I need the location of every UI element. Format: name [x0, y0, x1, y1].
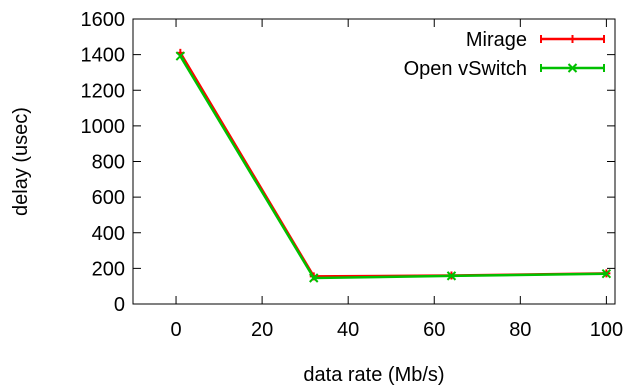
point-marker	[567, 63, 578, 73]
legend: Mirage Open vSwitch	[404, 29, 605, 80]
legend-label: Open vSwitch	[404, 58, 527, 80]
x-tick-label: 80	[509, 319, 531, 341]
legend-item: Mirage	[466, 29, 605, 51]
y-axis-label: delay (usec)	[10, 107, 32, 216]
plot-frame	[132, 18, 616, 305]
series-lines	[175, 48, 612, 283]
y-tick-label: 0	[114, 294, 125, 316]
series-mirage	[176, 48, 611, 281]
x-tick-label: 100	[590, 319, 623, 341]
y-tick-label: 1400	[81, 45, 126, 67]
axes	[132, 18, 616, 305]
x-tick-label: 0	[170, 319, 181, 341]
point-marker	[175, 51, 186, 61]
y-tick-label: 1200	[81, 80, 126, 102]
point-marker	[601, 269, 612, 279]
legend-item: Open vSwitch	[404, 58, 605, 80]
y-tick-label: 200	[92, 258, 125, 280]
x-tick-label: 20	[251, 319, 273, 341]
point-marker	[309, 273, 319, 283]
series-open-vswitch	[175, 51, 612, 283]
legend-label: Mirage	[466, 29, 527, 51]
series-line	[179, 55, 607, 280]
y-tick-label: 1000	[81, 116, 126, 138]
y-tick-label: 600	[92, 187, 125, 209]
y-tick-label: 400	[92, 223, 125, 245]
x-tick-label: 40	[337, 319, 359, 341]
x-axis-label: data rate (Mb/s)	[303, 364, 444, 386]
y-tick-label: 1600	[81, 9, 126, 31]
y-tick-label: 800	[92, 152, 125, 174]
ticks: 0 200 400 600 800 1000 1200 1400 1600 0 20 40 60 80 10…	[81, 9, 624, 341]
x-tick-label: 60	[423, 319, 445, 341]
point-marker	[446, 271, 457, 281]
